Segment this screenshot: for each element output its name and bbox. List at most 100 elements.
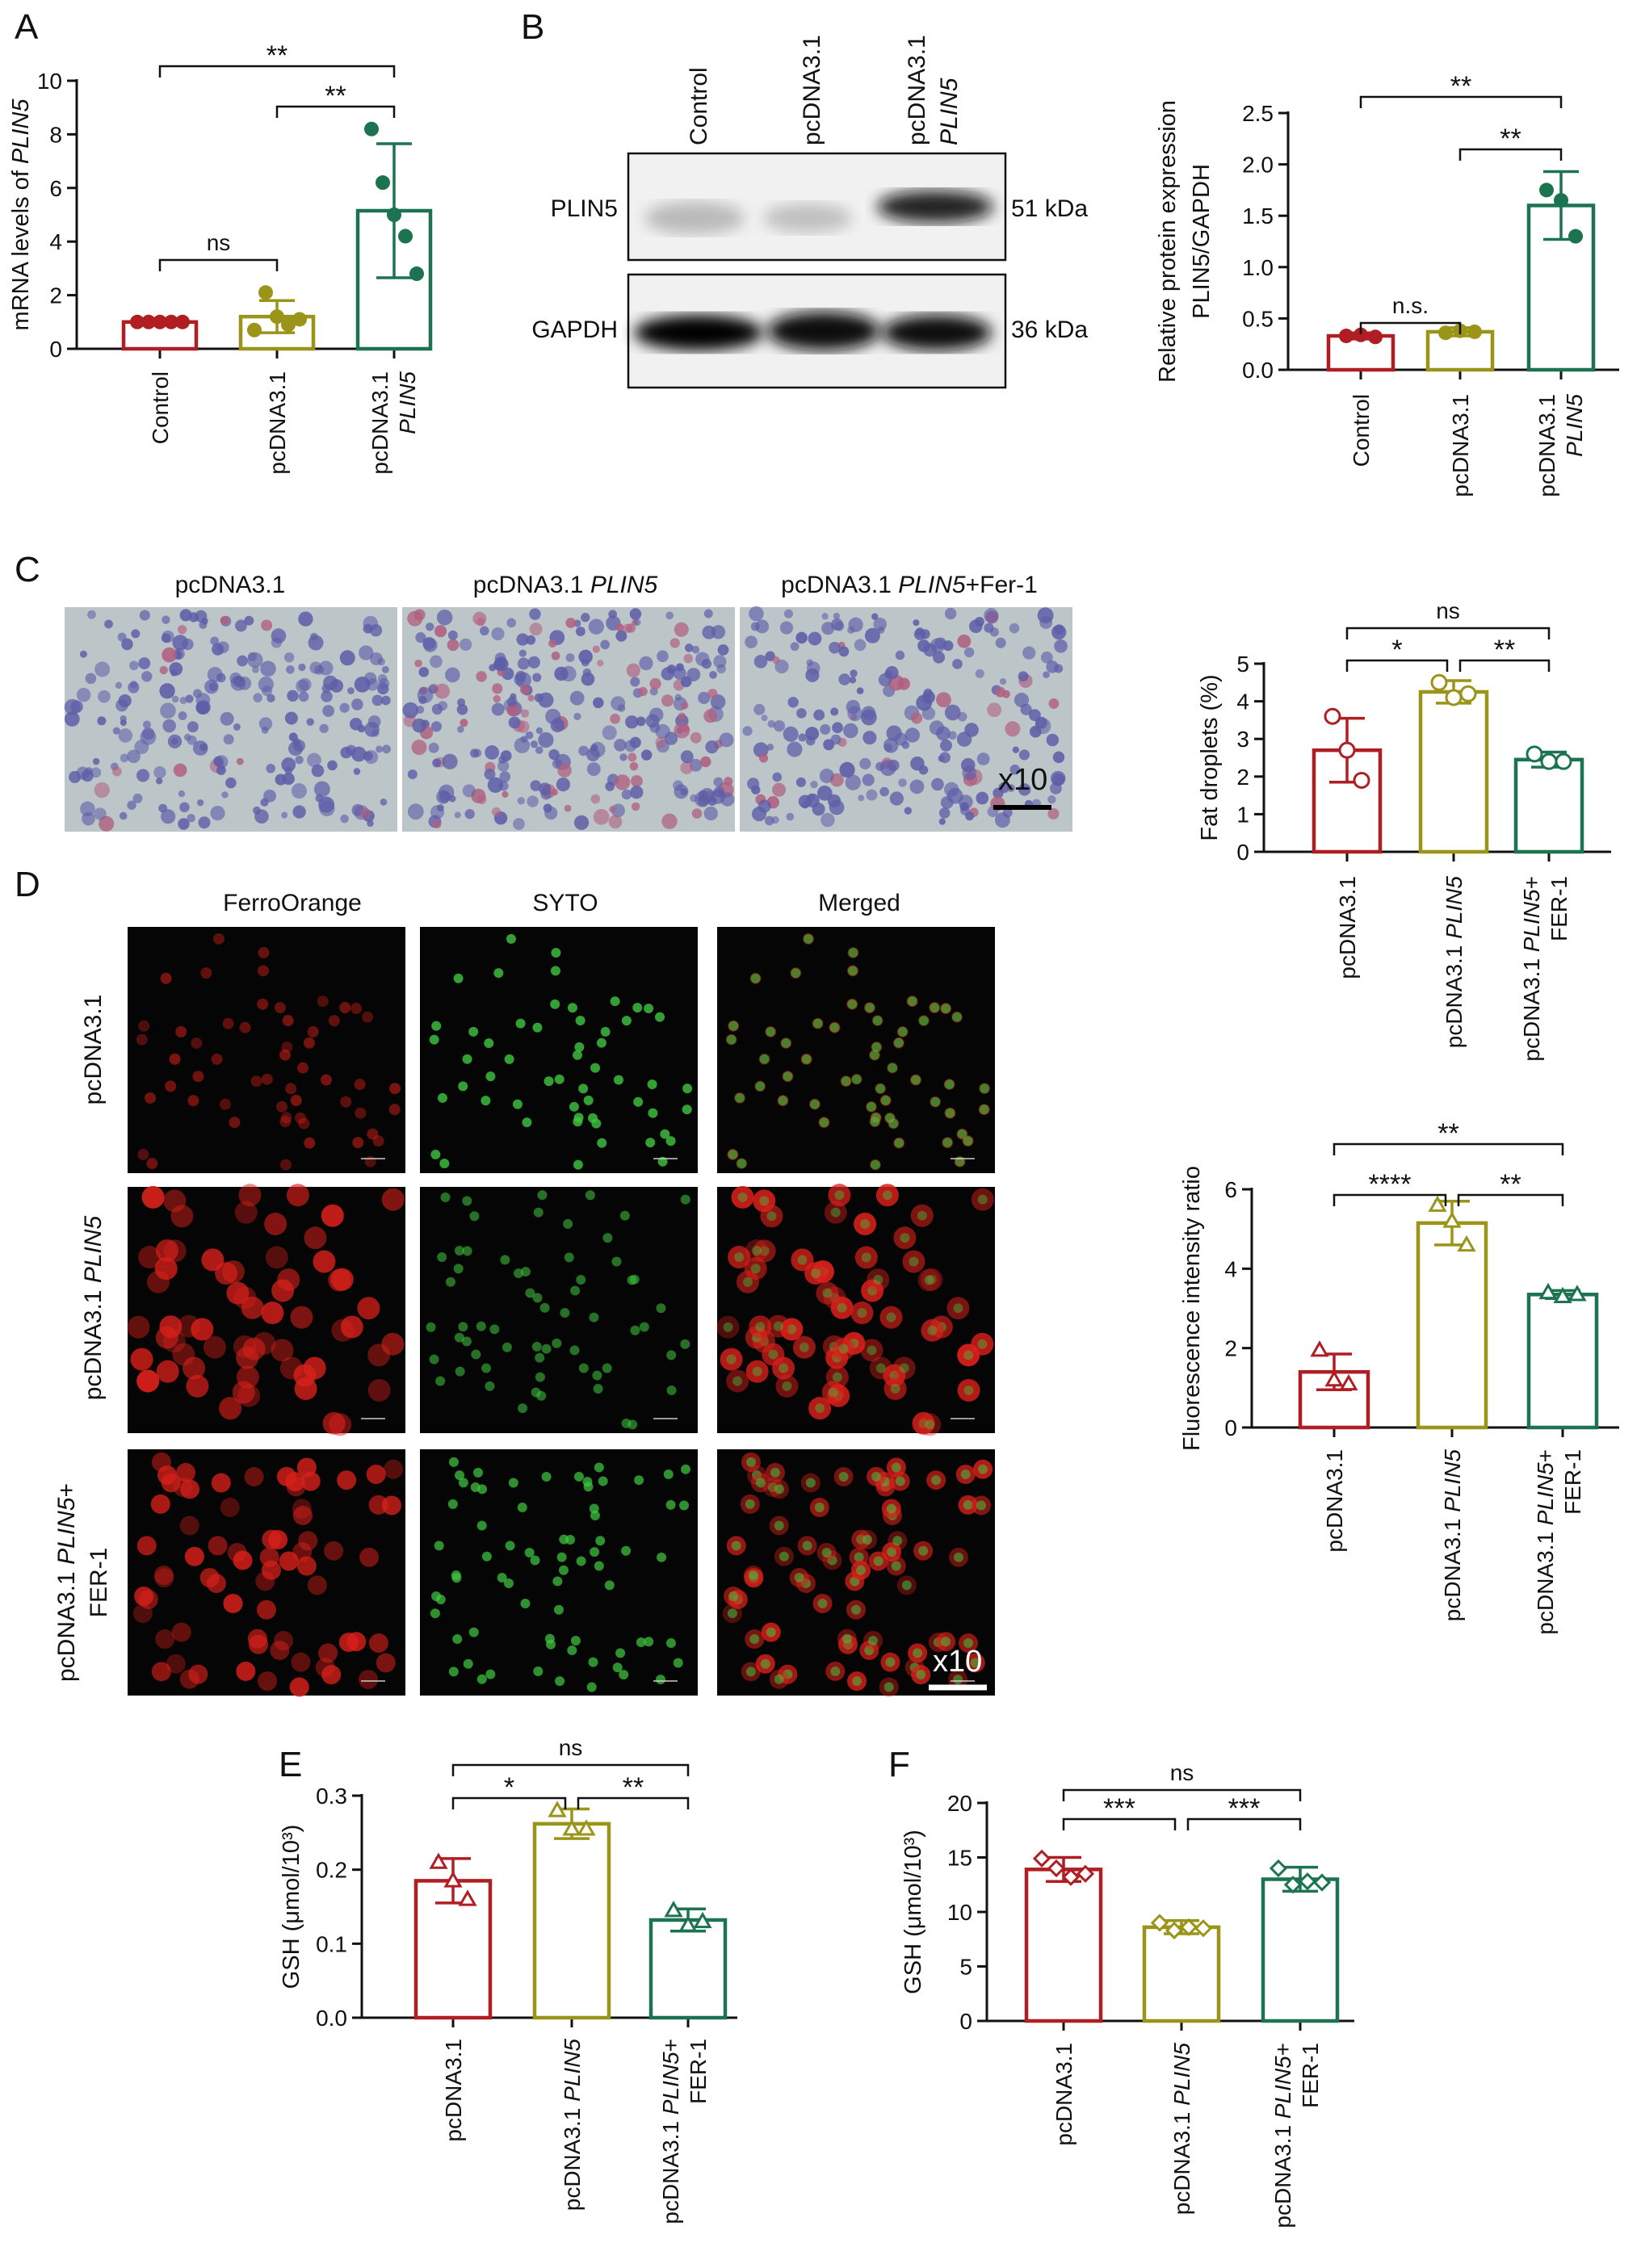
green-nucleus <box>751 1245 762 1256</box>
cell <box>377 657 385 666</box>
red-signal <box>828 1184 851 1207</box>
svg-text:pcDNA3.1: pcDNA3.1 <box>1534 394 1559 497</box>
green-nucleus <box>841 1076 851 1087</box>
green-nucleus <box>660 1129 670 1139</box>
cell <box>493 694 501 703</box>
significance-label: ns <box>1170 1760 1194 1785</box>
red-signal <box>212 933 225 945</box>
cell <box>111 766 122 777</box>
green-nucleus <box>827 1555 837 1566</box>
cell <box>686 668 701 681</box>
cell <box>520 736 528 744</box>
green-nucleus <box>759 1196 770 1206</box>
cell <box>861 706 876 721</box>
cell <box>432 820 442 829</box>
data-point <box>1540 753 1558 770</box>
panel-letter-e: E <box>279 1745 302 1784</box>
cell <box>783 609 794 618</box>
green-nucleus <box>451 1570 461 1580</box>
green-nucleus <box>610 996 620 1007</box>
fluor-merged-pcdna <box>717 927 995 1173</box>
significance-label: ** <box>1500 124 1521 154</box>
cell <box>416 706 425 715</box>
cell <box>934 637 947 650</box>
cell <box>120 753 129 763</box>
cell <box>120 715 127 723</box>
red-signal <box>850 1302 874 1325</box>
green-nucleus <box>770 1467 780 1478</box>
cell <box>995 637 1006 648</box>
cell <box>1051 624 1067 640</box>
green-nucleus <box>512 1099 523 1109</box>
green-nucleus <box>953 1303 963 1314</box>
cell <box>487 777 504 793</box>
green-nucleus <box>728 1021 739 1031</box>
green-nucleus <box>429 1354 439 1365</box>
green-nucleus <box>576 1556 586 1566</box>
green-nucleus <box>737 1192 748 1202</box>
red-signal <box>141 1185 165 1209</box>
y-tick-label: 2.0 <box>1242 153 1274 178</box>
green-nucleus <box>681 1464 691 1474</box>
red-signal <box>355 1107 367 1119</box>
significance-label: * <box>504 1772 514 1803</box>
fluor-column-merged: Merged <box>818 890 900 916</box>
red-signal <box>220 1498 240 1518</box>
cell <box>839 761 855 778</box>
cell <box>530 740 538 748</box>
green-nucleus <box>454 1332 464 1343</box>
green-nucleus <box>801 1054 812 1064</box>
data-point <box>678 1915 698 1932</box>
green-nucleus <box>924 1275 934 1285</box>
cell <box>878 673 892 687</box>
fluor-row-label-3-line2: FER-1 <box>86 1548 112 1618</box>
significance-bracket <box>1186 1817 1302 1830</box>
cell <box>258 717 273 731</box>
cell <box>98 690 111 703</box>
cell <box>690 732 702 744</box>
cell <box>204 679 219 694</box>
red-signal <box>832 1337 855 1360</box>
cell <box>307 753 321 768</box>
green-nucleus <box>794 1572 804 1583</box>
cell <box>162 719 176 733</box>
cell <box>271 628 287 644</box>
cell <box>286 664 295 674</box>
cell <box>158 803 168 813</box>
data-point <box>1061 1868 1081 1886</box>
red-signal <box>138 1020 150 1032</box>
green-nucleus <box>593 1383 603 1394</box>
cell <box>508 716 521 729</box>
cell <box>593 697 604 709</box>
red-signal <box>219 1397 242 1420</box>
fluor-magnification: x10 <box>933 1645 982 1679</box>
cell <box>178 818 190 830</box>
green-nucleus <box>870 1117 880 1127</box>
cell <box>946 787 963 804</box>
red-signal <box>192 1071 204 1083</box>
cell <box>85 767 94 776</box>
y-tick-label: 6 <box>1224 1177 1237 1202</box>
cell <box>321 690 333 702</box>
data-point <box>1459 685 1477 702</box>
green-nucleus <box>907 996 917 1007</box>
cell <box>621 789 632 800</box>
green-nucleus <box>855 1565 866 1575</box>
cell <box>700 756 711 768</box>
cell <box>119 811 128 820</box>
cell <box>936 692 951 708</box>
micrograph-c-plin5 <box>402 607 735 832</box>
green-nucleus <box>462 1196 472 1206</box>
cell <box>614 774 631 790</box>
green-nucleus <box>644 1004 654 1014</box>
cell <box>520 684 531 695</box>
green-nucleus <box>655 1675 665 1685</box>
green-nucleus <box>663 1469 674 1479</box>
red-signal <box>792 1335 816 1359</box>
blot-band-gapdh-control <box>634 315 763 350</box>
cell <box>569 690 585 706</box>
cell <box>359 807 371 820</box>
cell <box>532 673 542 682</box>
red-signal <box>184 1546 204 1566</box>
green-nucleus <box>917 1210 927 1221</box>
